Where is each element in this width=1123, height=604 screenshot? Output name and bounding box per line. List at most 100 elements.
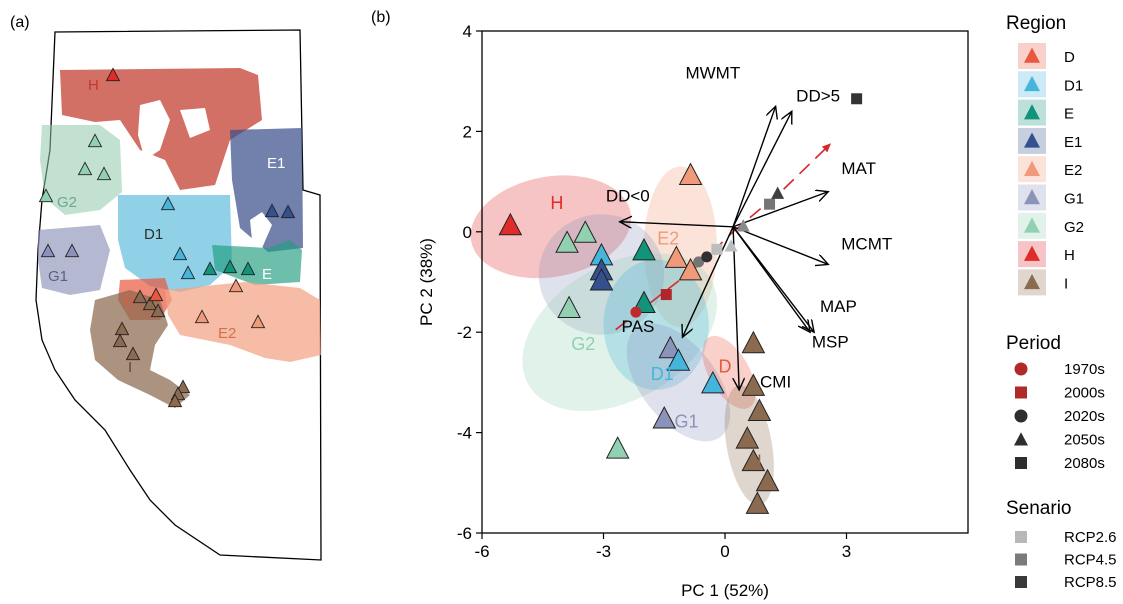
region-label: D bbox=[719, 356, 732, 376]
legend-region-label: G1 bbox=[1064, 191, 1084, 208]
point-triangle bbox=[741, 373, 766, 396]
point-triangle bbox=[741, 448, 766, 472]
map-station-triangle bbox=[180, 265, 196, 280]
loading-label: PAS bbox=[622, 317, 655, 336]
point-triangle bbox=[557, 295, 581, 319]
region-label: D1 bbox=[651, 364, 674, 384]
loading-label: DD>5 bbox=[796, 86, 840, 105]
legend-period-label: 2000s bbox=[1064, 385, 1105, 402]
loading-label: CMI bbox=[760, 372, 791, 391]
legend-scenario-entries: RCP2.6 RCP4.5 RCP8.5 bbox=[1015, 529, 1117, 591]
legend-period-label: 1970s bbox=[1064, 361, 1105, 378]
legend-period-label: 2020s bbox=[1064, 408, 1105, 425]
legend-region-label: G2 bbox=[1064, 219, 1084, 236]
map-station-triangle bbox=[264, 203, 280, 218]
loading-label: MAT bbox=[841, 159, 876, 178]
loading-arrow bbox=[732, 111, 792, 228]
point-triangle bbox=[678, 162, 703, 186]
loading-arrow bbox=[732, 192, 828, 228]
x-tick-label: 3 bbox=[842, 542, 851, 561]
map-station-triangle bbox=[77, 161, 93, 176]
y-tick-label: 4 bbox=[463, 22, 472, 41]
map-station-triangle bbox=[222, 259, 238, 274]
loading-arrow bbox=[732, 106, 776, 228]
point-triangle bbox=[771, 186, 785, 199]
loading-arrow bbox=[732, 226, 828, 265]
y-axis-label: PC 2 (38%) bbox=[417, 238, 436, 326]
point-square bbox=[764, 198, 776, 210]
trajectory-segment bbox=[615, 266, 698, 331]
legend-scenario-marker bbox=[1015, 531, 1027, 543]
point-circle bbox=[630, 306, 642, 318]
legend-triangle-d1 bbox=[1024, 75, 1040, 92]
map-label-g2: G2 bbox=[57, 194, 77, 211]
legend-triangle-e1 bbox=[1024, 132, 1040, 148]
x-axis-label: PC 1 (52%) bbox=[681, 581, 769, 600]
point-triangle bbox=[652, 406, 677, 429]
legend-period-marker bbox=[1014, 409, 1028, 423]
legend-period-label: 2050s bbox=[1064, 432, 1105, 449]
loading-label: DD<0 bbox=[606, 187, 650, 206]
point-triangle bbox=[555, 230, 579, 253]
legend-period-marker bbox=[1015, 386, 1027, 399]
loading-arrow bbox=[620, 222, 734, 227]
loading-arrow-layer: MWMT DD>5 MAT MCMT MAP MSP CMI PAS DD<0 bbox=[606, 64, 892, 392]
map-label-e: E bbox=[262, 266, 272, 283]
x-tick-label: 0 bbox=[720, 542, 729, 561]
legend-region-entries: D D1 E E1 E2 G1 G2 HI bbox=[1018, 43, 1084, 296]
point-triangle bbox=[589, 267, 614, 291]
map-lake bbox=[180, 108, 210, 138]
point-triangle bbox=[498, 212, 523, 236]
point-square bbox=[851, 93, 863, 105]
region-label: E2 bbox=[657, 228, 679, 248]
legend-period-label: 2080s bbox=[1064, 455, 1105, 472]
map-lake bbox=[138, 100, 170, 160]
point-triangle bbox=[745, 491, 770, 514]
legend-scenario-marker bbox=[1015, 576, 1027, 588]
point-triangle bbox=[735, 426, 760, 449]
point-triangle bbox=[701, 370, 725, 394]
legend-triangle-h bbox=[1024, 245, 1040, 261]
panel-b-label: (b) bbox=[371, 9, 391, 26]
legend-region-label: I bbox=[1064, 275, 1068, 292]
point-triangle bbox=[678, 257, 703, 281]
loading-arrow bbox=[732, 226, 814, 332]
legend-scenario-marker bbox=[1015, 553, 1027, 566]
legend: Region D D1 E E1 E2 G1 G2 HI Period 1970s 2000s 2… bbox=[1006, 13, 1117, 591]
loading-label: MWMT bbox=[685, 64, 740, 83]
loading-label: MAP bbox=[820, 297, 857, 316]
map-station-triangle bbox=[280, 204, 296, 219]
legend-period-marker bbox=[1015, 457, 1027, 469]
map-region-e bbox=[212, 240, 302, 285]
point-triangle bbox=[747, 398, 772, 421]
point-triangle bbox=[666, 348, 691, 371]
map-region-e1 bbox=[230, 128, 303, 252]
map-station-triangle bbox=[142, 296, 158, 311]
map-label-g1: G1 bbox=[48, 268, 68, 285]
map-region-i bbox=[90, 290, 190, 408]
legend-scenario-label: RCP8.5 bbox=[1064, 574, 1117, 591]
map-station-triangle bbox=[228, 278, 244, 293]
map-label-d1: D1 bbox=[144, 226, 163, 243]
map-station-triangle bbox=[148, 287, 164, 302]
legend-period-title: Period bbox=[1006, 333, 1061, 354]
legend-triangle-e2 bbox=[1024, 160, 1040, 176]
map-panel: (a) H G2 E1 D1 E G1 D E2 I bbox=[10, 14, 322, 561]
point-square bbox=[660, 289, 672, 301]
y-tick-label: -4 bbox=[457, 424, 472, 443]
x-tick-label: -3 bbox=[596, 542, 611, 561]
map-station-triangle bbox=[114, 321, 130, 336]
region-label: G1 bbox=[675, 412, 699, 432]
point-circle bbox=[693, 256, 705, 268]
pca-panel: (b) MWMT DD>5 MAT MCMT MAP MSP CMI PAS DD<0 H E2 G… bbox=[371, 9, 969, 600]
map-station-triangle bbox=[172, 246, 188, 261]
legend-triangle-i bbox=[1024, 273, 1040, 290]
loading-arrow bbox=[682, 226, 734, 337]
point-circle bbox=[701, 251, 713, 263]
ellipse-g1 bbox=[626, 323, 731, 442]
legend-period-entries: 1970s 2000s 2020s 2050s 2080s bbox=[1014, 361, 1105, 472]
legend-scenario-label: RCP2.6 bbox=[1064, 529, 1117, 546]
point-triangle bbox=[741, 330, 766, 354]
region-label: H bbox=[550, 193, 563, 213]
